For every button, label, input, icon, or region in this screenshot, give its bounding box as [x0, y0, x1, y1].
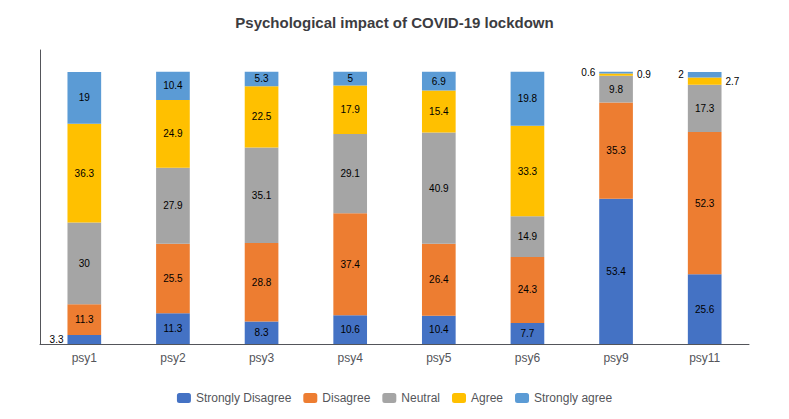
svg-text:psy4: psy4: [338, 351, 364, 365]
svg-text:10.4: 10.4: [429, 324, 449, 335]
svg-text:24.9: 24.9: [163, 128, 183, 139]
svg-text:22.5: 22.5: [252, 111, 272, 122]
svg-text:psy11: psy11: [689, 351, 720, 365]
svg-text:11.3: 11.3: [75, 314, 94, 325]
svg-text:5: 5: [347, 73, 353, 84]
svg-text:24.3: 24.3: [518, 284, 538, 295]
svg-text:psy5: psy5: [426, 351, 452, 365]
svg-text:30: 30: [79, 258, 91, 269]
svg-text:8.3: 8.3: [255, 327, 269, 338]
svg-text:Disagree: Disagree: [322, 391, 370, 405]
svg-text:psy2: psy2: [160, 351, 186, 365]
svg-text:3.3: 3.3: [50, 334, 64, 345]
svg-text:15.4: 15.4: [429, 106, 449, 117]
svg-text:14.9: 14.9: [518, 231, 538, 242]
svg-text:19: 19: [79, 92, 91, 103]
svg-text:37.4: 37.4: [340, 259, 360, 270]
svg-text:psy6: psy6: [515, 351, 541, 365]
svg-text:53.4: 53.4: [606, 266, 626, 277]
svg-text:17.3: 17.3: [695, 103, 715, 114]
svg-text:52.3: 52.3: [695, 198, 715, 209]
svg-text:7.7: 7.7: [520, 328, 534, 339]
svg-text:2: 2: [678, 69, 684, 80]
svg-text:psy1: psy1: [72, 351, 98, 365]
svg-text:Psychological impact of COVID-: Psychological impact of COVID-19 lockdow…: [235, 14, 553, 31]
svg-text:Neutral: Neutral: [401, 391, 440, 405]
svg-text:35.3: 35.3: [606, 145, 626, 156]
svg-text:26.4: 26.4: [429, 274, 449, 285]
svg-text:36.3: 36.3: [75, 168, 95, 179]
svg-text:9.8: 9.8: [609, 84, 623, 95]
svg-text:27.9: 27.9: [163, 200, 183, 211]
svg-text:0.9: 0.9: [637, 69, 651, 80]
svg-text:10.6: 10.6: [340, 324, 360, 335]
svg-text:psy9: psy9: [603, 351, 629, 365]
svg-text:6.9: 6.9: [432, 76, 446, 87]
svg-text:Strongly Disagree: Strongly Disagree: [196, 391, 292, 405]
svg-text:5.3: 5.3: [255, 73, 269, 84]
svg-text:25.5: 25.5: [163, 273, 183, 284]
svg-text:35.1: 35.1: [252, 190, 272, 201]
svg-text:2.7: 2.7: [726, 76, 740, 87]
svg-text:11.3: 11.3: [164, 323, 183, 334]
svg-text:25.6: 25.6: [695, 304, 715, 315]
svg-text:Agree: Agree: [471, 391, 503, 405]
svg-text:0.6: 0.6: [581, 67, 595, 78]
svg-text:29.1: 29.1: [340, 168, 360, 179]
svg-text:17.9: 17.9: [340, 104, 360, 115]
svg-text:28.8: 28.8: [252, 277, 272, 288]
svg-text:Strongly agree: Strongly agree: [534, 391, 612, 405]
svg-text:psy3: psy3: [249, 351, 275, 365]
svg-text:40.9: 40.9: [429, 183, 449, 194]
svg-text:10.4: 10.4: [163, 80, 183, 91]
svg-text:19.8: 19.8: [518, 93, 538, 104]
svg-text:33.3: 33.3: [518, 166, 538, 177]
